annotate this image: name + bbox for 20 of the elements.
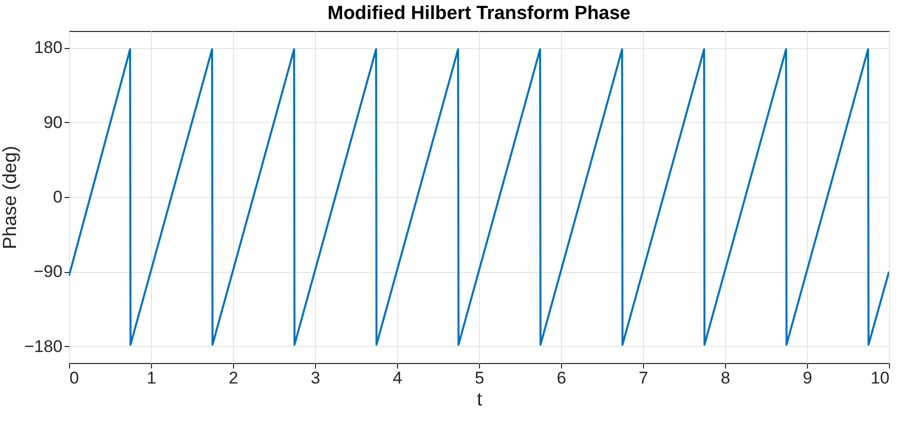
y-tick-label: −90 <box>34 262 62 282</box>
x-tick-label: 8 <box>720 368 730 388</box>
x-tick-label: 3 <box>310 368 320 388</box>
x-axis-title: t <box>476 390 483 410</box>
x-tick-label: 10 <box>870 368 890 388</box>
line-series <box>69 48 889 346</box>
x-tick-label: 2 <box>228 368 238 388</box>
y-axis-title: Phase (deg) <box>0 146 22 250</box>
x-tick-label: 9 <box>802 368 812 388</box>
x-tick-label: 7 <box>638 368 648 388</box>
y-tick-label: −180 <box>24 336 62 356</box>
x-tick-label: 1 <box>146 368 156 388</box>
chart-title: Modified Hilbert Transform Phase <box>328 3 630 24</box>
y-tick-label: 0 <box>53 188 62 206</box>
x-tick-label: 4 <box>392 368 402 388</box>
x-tick-label: 5 <box>474 368 484 388</box>
x-tick-label: 6 <box>556 368 566 388</box>
y-tick-label: 90 <box>44 112 62 132</box>
x-tick-label: 0 <box>70 368 79 388</box>
y-tick-label: 180 <box>34 38 62 58</box>
